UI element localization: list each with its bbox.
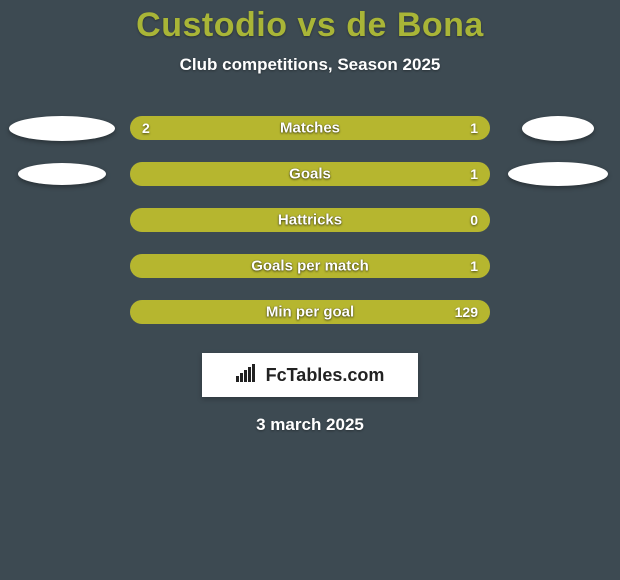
player-badge-left (9, 116, 115, 141)
stat-value-right: 1 (470, 166, 478, 182)
stat-row-min-per-goal: Min per goal 129 (8, 289, 612, 335)
brand-link[interactable]: FcTables.com (202, 353, 418, 397)
stat-label: Min per goal (266, 304, 354, 321)
stat-label: Hattricks (278, 212, 342, 229)
stat-rows: 2 Matches 1 Goals 1 (0, 105, 620, 335)
stat-bar: Goals 1 (130, 162, 490, 186)
stat-label: Matches (280, 120, 340, 137)
player-badge-right (508, 162, 608, 186)
stat-row-goals-per-match: Goals per match 1 (8, 243, 612, 289)
stat-bar: Goals per match 1 (130, 254, 490, 278)
comparison-card: Custodio vs de Bona Club competitions, S… (0, 0, 620, 580)
stat-value-left: 2 (142, 120, 150, 136)
stat-value-right: 1 (470, 258, 478, 274)
right-badge-slot (504, 116, 612, 141)
stat-bar: Hattricks 0 (130, 208, 490, 232)
date-label: 3 march 2025 (0, 415, 620, 435)
stat-bar: Min per goal 129 (130, 300, 490, 324)
stat-value-right: 129 (455, 304, 478, 320)
subtitle: Club competitions, Season 2025 (0, 55, 620, 75)
stat-row-matches: 2 Matches 1 (8, 105, 612, 151)
left-badge-slot (8, 116, 116, 141)
player-badge-left (18, 163, 106, 185)
right-badge-slot (504, 162, 612, 186)
chart-bars-icon (236, 364, 258, 387)
stat-value-right: 0 (470, 212, 478, 228)
player-badge-right (522, 116, 594, 141)
stat-bar: 2 Matches 1 (130, 116, 490, 140)
brand-label: FcTables.com (266, 365, 385, 386)
stat-row-goals: Goals 1 (8, 151, 612, 197)
page-title: Custodio vs de Bona (0, 6, 620, 45)
stat-label: Goals (289, 166, 331, 183)
stat-label: Goals per match (251, 258, 369, 275)
stat-value-right: 1 (470, 120, 478, 136)
left-badge-slot (8, 163, 116, 185)
stat-row-hattricks: Hattricks 0 (8, 197, 612, 243)
